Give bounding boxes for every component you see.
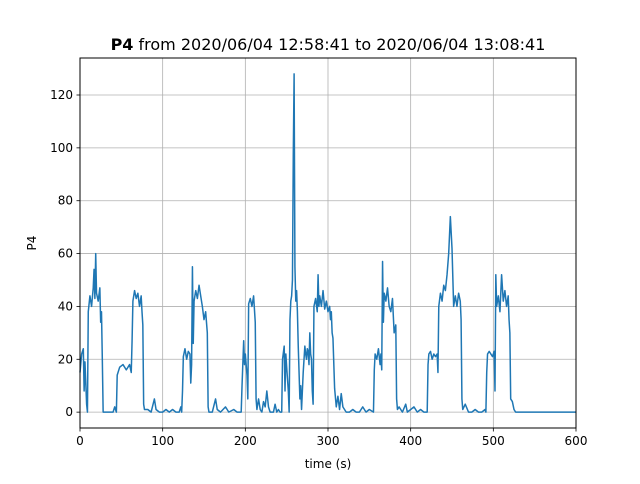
x-axis: 0 100 200 300 400 500 600	[76, 428, 587, 448]
x-tick-label: 500	[482, 434, 505, 448]
y-tick-label: 0	[65, 405, 73, 419]
x-tick-label: 600	[565, 434, 588, 448]
y-tick-label: 20	[58, 352, 73, 366]
x-axis-label: time (s)	[305, 457, 352, 471]
y-axis: 0 20 40 60 80 100 120	[50, 88, 80, 419]
plot-area	[79, 73, 576, 413]
chart-title: P4 from 2020/06/04 12:58:41 to 2020/06/0…	[111, 35, 546, 54]
x-tick-label: 300	[317, 434, 340, 448]
y-tick-label: 80	[58, 194, 73, 208]
x-tick-label: 0	[76, 434, 84, 448]
series-line	[79, 73, 576, 413]
y-tick-label: 100	[50, 141, 73, 155]
x-tick-label: 100	[151, 434, 174, 448]
y-tick-label: 40	[58, 299, 73, 313]
grid	[79, 58, 577, 428]
x-tick-label: 200	[234, 434, 257, 448]
chart-title-bold: P4	[111, 35, 134, 54]
x-tick-label: 400	[399, 434, 422, 448]
chart-title-rest: from 2020/06/04 12:58:41 to 2020/06/04 1…	[133, 35, 545, 54]
y-tick-label: 60	[58, 247, 73, 261]
y-tick-label: 120	[50, 88, 73, 102]
y-axis-label: P4	[25, 236, 39, 251]
